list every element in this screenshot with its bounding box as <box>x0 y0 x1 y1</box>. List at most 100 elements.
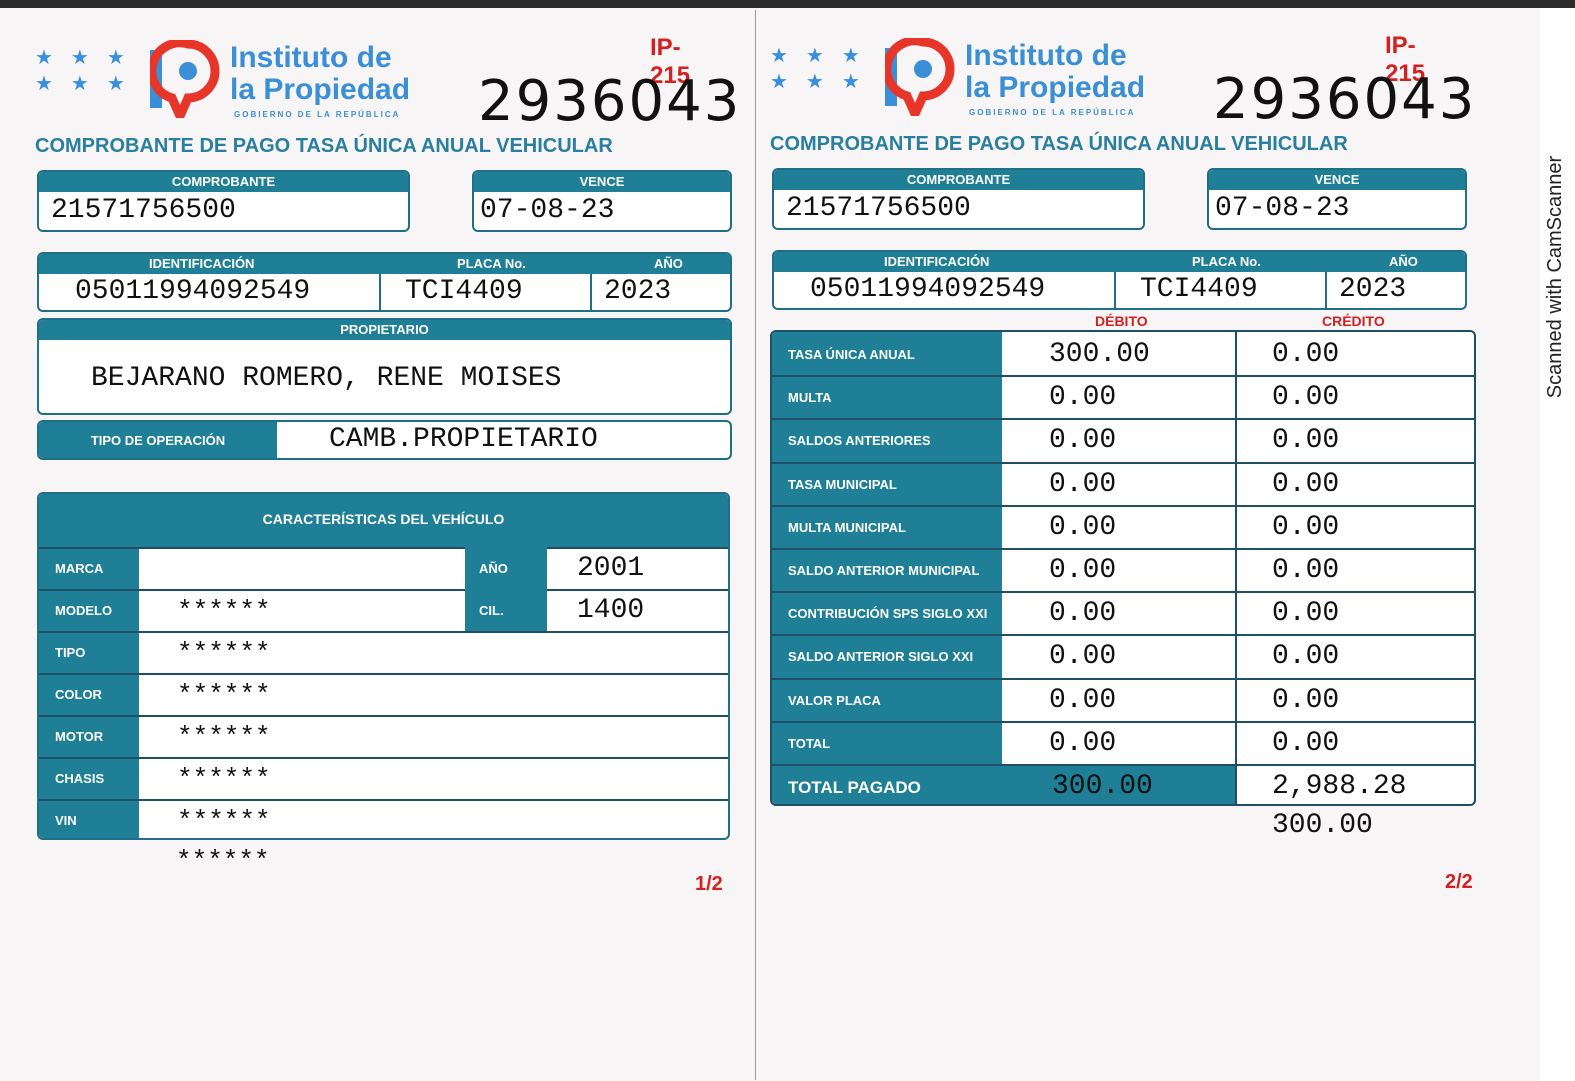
tipo-operacion-value: CAMB.PROPIETARIO <box>329 424 598 455</box>
total-pagado-credito: 2,988.28 <box>1272 771 1407 802</box>
vehiculo-extra-value: ****** <box>176 846 270 876</box>
page-number: 1/2 <box>695 873 723 895</box>
scanner-watermark: Scanned with CamScanner <box>1544 155 1566 399</box>
cargo-debito: 0.00 <box>1049 685 1117 716</box>
vehiculo-row: TIPO ****** <box>39 631 728 673</box>
vehiculo-row-value: ****** <box>177 638 271 668</box>
vehiculo-row-label: COLOR <box>55 687 102 702</box>
cargo-debito: 0.00 <box>1049 598 1117 629</box>
cargo-credito: 0.00 <box>1272 512 1340 543</box>
logo-text: Instituto de la Propiedad <box>965 39 1146 104</box>
vehiculo-side-label: AÑO <box>479 561 508 576</box>
cargo-debito: 0.00 <box>1049 512 1117 543</box>
cargo-debito: 0.00 <box>1049 382 1117 413</box>
stars-icon: ★★★ ★★★ <box>35 47 143 95</box>
vehiculo-row-value: ****** <box>177 596 271 626</box>
debito-label: DÉBITO <box>1095 313 1148 329</box>
tipo-operacion-field: TIPO DE OPERACIÓN CAMB.PROPIETARIO <box>37 420 732 460</box>
cargo-debito: 300.00 <box>1049 339 1150 370</box>
page-number: 2/2 <box>1445 871 1473 893</box>
cargo-debito: 0.00 <box>1049 728 1117 759</box>
vence-field: VENCE 07-08-23 <box>472 170 732 232</box>
cargo-debito: 0.00 <box>1049 425 1117 456</box>
cargo-label: SALDOS ANTERIORES <box>788 433 931 448</box>
cargo-label: MULTA MUNICIPAL <box>788 520 906 535</box>
cargo-label: VALOR PLACA <box>788 693 881 708</box>
total-pagado-row: TOTAL PAGADO 300.00 2,988.28 <box>772 764 1474 804</box>
vehiculo-side-label: CIL. <box>479 603 504 618</box>
cargo-credito: 0.00 <box>1272 382 1340 413</box>
vehiculo-row-label: VIN <box>55 813 77 828</box>
cargo-label: TOTAL <box>788 736 831 751</box>
cargo-label: SALDO ANTERIOR MUNICIPAL <box>788 563 980 578</box>
cargos-table: TASA ÚNICA ANUAL 300.00 0.00 MULTA 0.00 … <box>770 330 1476 806</box>
cargo-row: SALDOS ANTERIORES 0.00 0.00 <box>772 418 1474 461</box>
cargo-row: TASA ÚNICA ANUAL 300.00 0.00 <box>772 332 1474 375</box>
scanner-margin <box>1540 8 1575 1081</box>
logo-pin-icon <box>885 38 955 116</box>
vehiculo-row-value: ****** <box>177 764 271 794</box>
vehiculo-row-label: CHASIS <box>55 771 105 786</box>
cargo-credito: 0.00 <box>1272 641 1340 672</box>
vehiculo-row-label: MOTOR <box>55 729 104 744</box>
vehiculo-row-label: TIPO <box>55 645 86 660</box>
cargo-debito: 0.00 <box>1049 555 1117 586</box>
cargo-label: TASA ÚNICA ANUAL <box>788 347 915 362</box>
fold-line <box>755 10 756 1080</box>
total-pagado-label: TOTAL PAGADO <box>788 778 921 797</box>
cargo-debito: 0.00 <box>1049 469 1117 500</box>
vehiculo-row: MODELO ****** <box>39 589 728 631</box>
vehiculo-row: CHASIS ****** <box>39 757 728 799</box>
cargo-debito: 0.00 <box>1049 641 1117 672</box>
cargo-row: MULTA MUNICIPAL 0.00 0.00 <box>772 505 1474 548</box>
vehiculo-table: CARACTERÍSTICAS DEL VEHÍCULO MARCA MODEL… <box>37 492 730 840</box>
cargo-row: TASA MUNICIPAL 0.00 0.00 <box>772 462 1474 505</box>
propietario-value: BEJARANO ROMERO, RENE MOISES <box>91 363 562 394</box>
stars-icon: ★★★ ★★★ <box>770 45 878 93</box>
vence-field: VENCE 07-08-23 <box>1207 168 1467 230</box>
cargo-label: SALDO ANTERIOR SIGLO XXI <box>788 649 974 664</box>
vehiculo-row-label: MODELO <box>55 603 113 618</box>
form-code: IP-215 <box>650 34 691 89</box>
receipt-title: COMPROBANTE DE PAGO TASA ÚNICA ANUAL VEH… <box>770 133 1348 155</box>
comprobante-field: COMPROBANTE 21571756500 <box>772 168 1145 230</box>
cargo-credito: 0.00 <box>1272 339 1340 370</box>
cargo-credito: 0.00 <box>1272 685 1340 716</box>
vehiculo-row: MARCA <box>39 547 728 589</box>
logo-pin-icon <box>150 40 220 118</box>
vehiculo-row-value: ****** <box>177 806 271 836</box>
serial-number: 2936043 <box>1213 67 1477 132</box>
cargo-credito: 0.00 <box>1272 728 1340 759</box>
cargo-row: TOTAL 0.00 0.00 <box>772 721 1474 764</box>
propietario-field: PROPIETARIO BEJARANO ROMERO, RENE MOISES <box>37 318 732 415</box>
vehiculo-row: COLOR ****** <box>39 673 728 715</box>
vehiculo-row: MOTOR ****** <box>39 715 728 757</box>
receipt-title: COMPROBANTE DE PAGO TASA ÚNICA ANUAL VEH… <box>35 135 613 157</box>
identificacion-row: IDENTIFICACIÓN PLACA No. AÑO 0501199409254… <box>37 252 732 312</box>
cargo-row: MULTA 0.00 0.00 <box>772 375 1474 418</box>
vehiculo-row-value: ****** <box>177 722 271 752</box>
cargo-row: VALOR PLACA 0.00 0.00 <box>772 678 1474 721</box>
total-pagado-debito: 300.00 <box>1052 771 1153 802</box>
form-code: IP-215 <box>1385 32 1426 87</box>
logo-text: Instituto de la Propiedad <box>230 41 411 106</box>
credito-label: CRÉDITO <box>1322 313 1385 329</box>
comprobante-field: COMPROBANTE 21571756500 <box>37 170 410 232</box>
vehiculo-side-value: 2001 <box>577 553 645 584</box>
cargo-row: CONTRIBUCIÓN SPS SIGLO XXI 0.00 0.00 <box>772 591 1474 634</box>
top-bar <box>0 0 1575 8</box>
serial-number: 2936043 <box>478 69 742 134</box>
cargo-credito: 0.00 <box>1272 425 1340 456</box>
identificacion-row: IDENTIFICACIÓN PLACA No. AÑO 0501199409254… <box>772 250 1467 310</box>
vehiculo-side-value: 1400 <box>577 595 645 626</box>
vehiculo-row-label: MARCA <box>55 561 104 576</box>
vehiculo-row: VIN ****** <box>39 799 728 838</box>
logo-subtitle: GOBIERNO DE LA REPÚBLICA <box>234 110 401 119</box>
cargo-label: CONTRIBUCIÓN SPS SIGLO XXI <box>788 606 988 621</box>
vehiculo-row-value: ****** <box>177 680 271 710</box>
logo-subtitle: GOBIERNO DE LA REPÚBLICA <box>969 108 1136 117</box>
cargo-label: MULTA <box>788 390 832 405</box>
cargo-credito: 0.00 <box>1272 469 1340 500</box>
total-pagado-extra: 300.00 <box>1272 810 1373 841</box>
cargo-label: TASA MUNICIPAL <box>788 477 897 492</box>
